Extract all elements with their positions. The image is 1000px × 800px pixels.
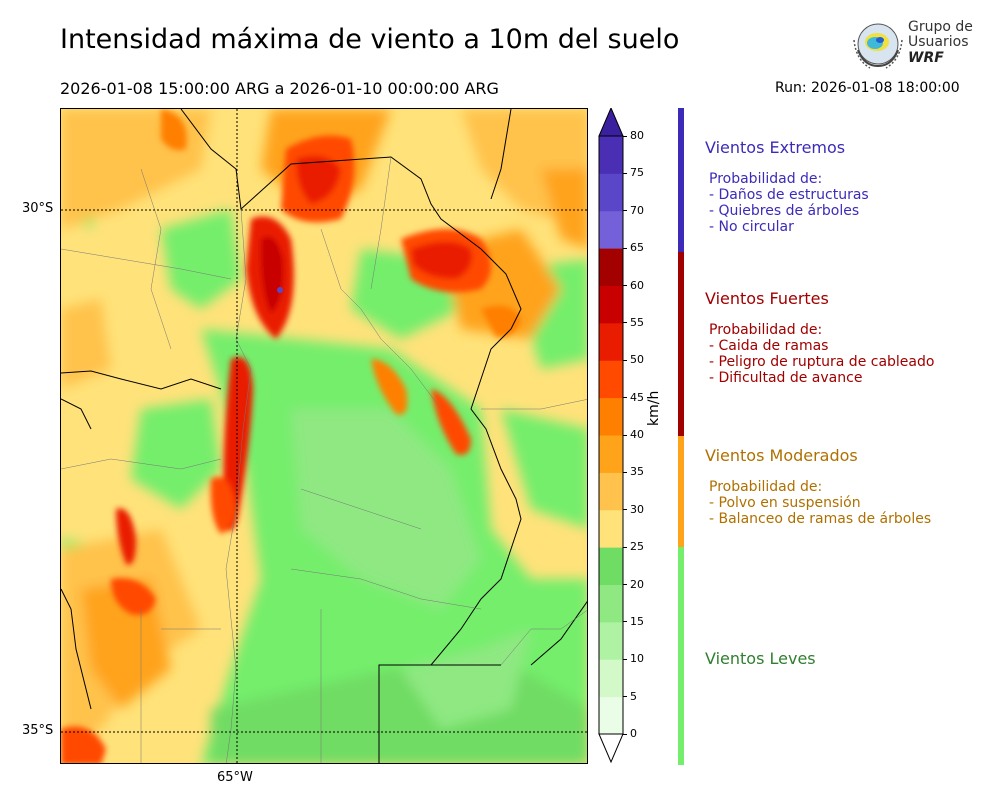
category-light-name: Vientos Leves [705,649,816,668]
category-extreme-line: - No circular [709,219,794,235]
colorbar-segment [599,397,623,436]
colorbar-tick-mark [623,135,627,137]
globe-logo-icon [853,23,903,69]
lat-label-30s: 30°S [22,201,54,216]
colorbar-tick-label: 50 [630,353,644,367]
colorbar-tick-mark [623,285,627,286]
light-bar [678,547,684,765]
category-moderate-name: Vientos Moderados [705,446,858,465]
colorbar-tick-mark [623,247,627,249]
logo-text-line1: Grupo de [908,19,973,35]
colorbar-segment [599,360,623,399]
colorbar-tick-mark [623,584,627,585]
colorbar-tick-mark [623,509,627,511]
strong-bar [678,252,684,436]
colorbar-tick-label: 60 [630,278,644,292]
colorbar-tick-mark [623,621,627,623]
logo-text-line2: Usuarios [908,34,969,50]
forecast-period: 2026-01-08 15:00:00 ARG a 2026-01-10 00:… [60,79,499,98]
colorbar-tick-label: 70 [630,203,644,217]
colorbar-segment [599,136,623,174]
colorbar-scale [598,106,624,764]
extreme-bar [678,108,684,252]
colorbar-tick-label: 0 [630,727,637,740]
category-strong-line: - Dificultad de avance [709,370,863,386]
colorbar-tick-mark [623,172,627,174]
category-strong-line: Probabilidad de: [709,322,823,338]
colorbar-segment [599,509,623,548]
run-time: Run: 2026-01-08 18:00:00 [775,80,960,96]
colorbar-tick-mark [623,397,627,399]
category-extreme-line: - Daños de estructuras [709,187,869,203]
colorbar-segment [599,248,623,286]
colorbar-segment [599,472,623,511]
category-moderate: Vientos Moderados Probabilidad de: - Pol… [705,446,931,527]
colorbar-tick-mark [623,210,627,212]
colorbar-tick-label: 5 [630,689,637,703]
colorbar-extend-max [598,106,624,137]
colorbar-tick-label: 65 [630,241,644,255]
colorbar-segment [599,584,623,623]
lon-label-65w: 65°W [217,770,253,785]
colorbar-tick-label: 10 [630,652,644,666]
lat-label-35s: 35°S [22,723,54,738]
category-extreme: Vientos Extremos Probabilidad de: - Daño… [705,138,869,235]
colorbar-segment [599,285,623,324]
colorbar-tick-mark [623,359,627,361]
colorbar-extend-min [598,733,624,764]
category-extreme-line: Probabilidad de: [709,171,823,187]
colorbar-tick-label: 75 [630,166,644,180]
wind-map [60,108,588,764]
colorbar-tick-label: 15 [630,614,644,628]
colorbar-tick-label: 35 [630,465,644,479]
colorbar-tick-mark [623,733,627,735]
category-strong: Vientos Fuertes Probabilidad de: - Caida… [705,289,934,386]
colorbar-tick-label: 45 [630,390,644,404]
colorbar-segment [599,173,623,212]
colorbar-segment [599,621,623,660]
category-light: Vientos Leves [705,649,816,668]
colorbar-segment [599,696,623,735]
colorbar-unit: km/h [646,390,662,426]
category-moderate-line: - Polvo en suspensión [709,495,861,511]
colorbar-tick-label: 40 [630,428,644,441]
colorbar-segment [599,322,623,361]
wrf-logo: Grupo de Usuarios WRF [848,18,973,72]
colorbar-segment [599,435,623,473]
colorbar-tick-mark [623,471,627,473]
page-title: Intensidad máxima de viento a 10m del su… [60,24,680,55]
logo-text-line3: WRF [908,50,944,66]
colorbar-tick-mark [623,546,627,548]
category-extreme-line: - Quiebres de árboles [709,203,860,219]
colorbar-segment [599,659,623,698]
colorbar-tick-mark [623,696,627,698]
category-extreme-name: Vientos Extremos [705,138,846,157]
category-strong-line: - Peligro de ruptura de cableado [709,354,935,370]
colorbar-tick-mark [623,434,627,436]
category-moderate-line: - Balanceo de ramas de árboles [709,511,932,527]
colorbar-tick-label: 55 [630,315,644,329]
colorbar-segment [599,547,623,585]
colorbar-segment [599,210,623,249]
colorbar-tick-mark [623,322,627,324]
colorbar-tick-label: 30 [630,502,644,516]
colorbar-tick-mark [623,658,627,660]
colorbar-tick-label: 25 [630,540,644,554]
colorbar-tick-label: 20 [630,577,644,591]
category-strong-line: - Caida de ramas [709,338,829,354]
colorbar-tick-label: 80 [630,129,644,142]
wind-field [61,109,587,763]
colorbar [596,106,626,764]
moderate-bar [678,436,684,547]
category-strong-name: Vientos Fuertes [705,289,829,308]
category-moderate-line: Probabilidad de: [709,479,823,495]
